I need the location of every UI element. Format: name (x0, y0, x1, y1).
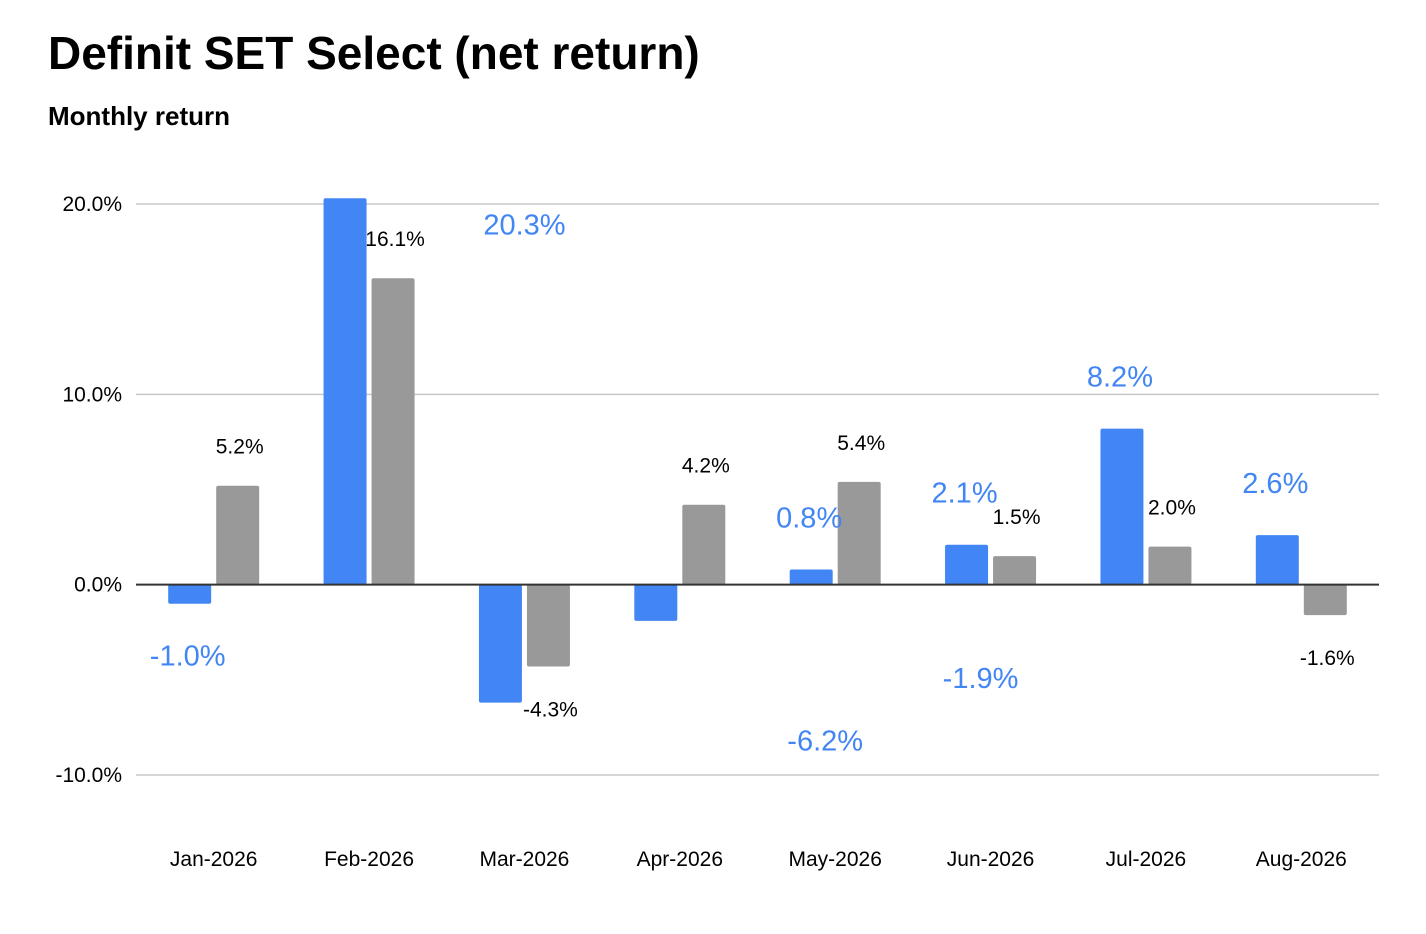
data-label: 4.2% (682, 455, 730, 478)
bar (216, 485, 260, 585)
bar (371, 278, 415, 585)
data-label: 2.6% (1242, 468, 1308, 500)
bar (478, 584, 522, 703)
data-label: -1.9% (943, 663, 1019, 695)
bar (837, 481, 881, 585)
y-tick-label: 10.0% (62, 383, 122, 406)
axis-tick-labels: 20.0% 10.0% 0.0% -10.0% Jan-2026 Feb-2026 Mar-… (55, 193, 1346, 871)
bar (1148, 546, 1192, 585)
data-label: 2.1% (932, 478, 998, 510)
y-tick-label: -10.0% (55, 764, 122, 787)
data-label: 1.5% (993, 506, 1041, 529)
x-tick-label: Aug-2026 (1256, 848, 1347, 871)
bar (1255, 535, 1299, 585)
bar (634, 584, 678, 621)
data-label: -6.2% (787, 726, 863, 758)
bar (1303, 584, 1347, 616)
data-labels: -1.0% 5.2% 20.3% 16.1% -6.2% -4.3% -1.9% 4.2% 0.… (150, 209, 1355, 757)
x-tick-label: Apr-2026 (637, 848, 723, 871)
data-label: -1.6% (1300, 647, 1355, 670)
y-tick-label: 20.0% (62, 193, 122, 216)
bar (1100, 428, 1144, 585)
chart-subtitle: Monthly return (48, 101, 230, 131)
data-label: -1.0% (150, 641, 226, 673)
x-tick-label: Jan-2026 (170, 848, 258, 871)
chart-title: Definit SET Select (net return) (48, 27, 700, 79)
x-tick-label: Jul-2026 (1106, 848, 1187, 871)
data-label: 8.2% (1087, 362, 1153, 394)
data-label: 5.4% (837, 432, 885, 455)
data-label: 5.2% (216, 436, 264, 459)
grid-lines (136, 203, 1379, 776)
x-tick-label: Feb-2026 (324, 848, 414, 871)
x-tick-label: May-2026 (788, 848, 881, 871)
data-label: 0.8% (776, 502, 842, 534)
bar (789, 569, 833, 585)
y-tick-label: 0.0% (74, 574, 122, 597)
bar (945, 544, 989, 585)
data-label: -4.3% (523, 699, 578, 722)
bar (526, 584, 570, 667)
data-label: 20.3% (483, 209, 565, 241)
data-label: 2.0% (1148, 497, 1196, 520)
data-label: 16.1% (365, 228, 425, 251)
bar (993, 556, 1037, 585)
bars (168, 198, 1347, 703)
bar (682, 504, 726, 585)
x-tick-label: Jun-2026 (947, 848, 1035, 871)
x-tick-label: Mar-2026 (479, 848, 569, 871)
bar (323, 198, 367, 585)
bar (168, 584, 212, 604)
